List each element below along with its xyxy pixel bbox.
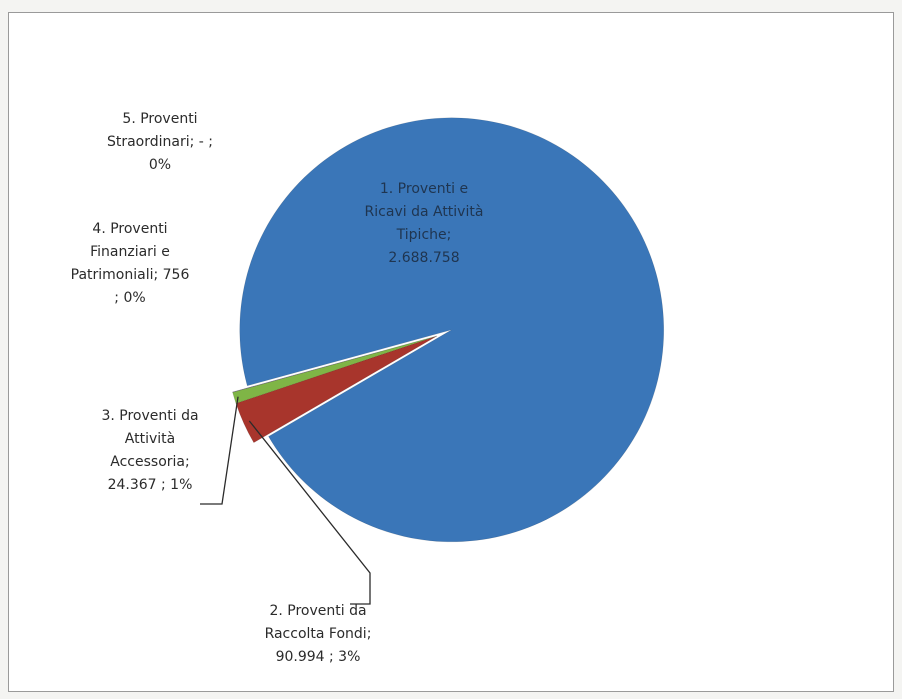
data-label-line: 90.994 ; 3% (276, 649, 361, 665)
data-label-line: 3. Proventi da (101, 408, 198, 424)
data-label-slice-2: 2. Proventi da Raccolta Fondi; 90.994 ; 3% (265, 603, 372, 665)
data-label-slice-5: 5. Proventi Straordinari; - ; 0% (107, 111, 213, 173)
leader-line-slice-2 (248, 420, 371, 605)
data-label-line: 2.688.758 (388, 250, 459, 266)
pie-slices (232, 117, 665, 543)
data-label-line: Ricavi da Attività (365, 204, 484, 220)
pie-slice-1 (239, 117, 665, 543)
data-label-line: 4. Proventi (92, 221, 167, 237)
pie-slice-4 (232, 335, 438, 393)
data-label-line: 24.367 ; 1% (108, 477, 193, 493)
data-label-line: Finanziari e (90, 244, 170, 260)
data-label-line: 5. Proventi (122, 111, 197, 127)
data-label-line: Attività (125, 431, 175, 447)
data-label-line: Tipiche; (396, 227, 452, 243)
data-label-line: Accessoria; (110, 454, 189, 470)
leader-lines (200, 396, 371, 605)
pie-slice-2 (235, 335, 438, 444)
data-label-line: 0% (149, 157, 171, 173)
data-labels: 1. Proventi e Ricavi da Attività Tipiche; 2… (71, 111, 484, 665)
data-label-line: Raccolta Fondi; (265, 626, 372, 642)
data-label-line: Straordinari; - ; (107, 134, 213, 150)
pie-slice-3 (232, 335, 438, 404)
data-label-slice-4: 4. Proventi Finanziari e Patrimoniali; 756… (71, 221, 190, 306)
data-label-line: Patrimoniali; 756 (71, 267, 190, 283)
data-label-slice-3: 3. Proventi da Attività Accessoria; 24.367 … (101, 408, 198, 493)
data-label-slice-1: 1. Proventi e Ricavi da Attività Tipiche; 2… (365, 181, 484, 266)
data-label-line: 1. Proventi e (380, 181, 468, 197)
data-label-line: ; 0% (114, 290, 145, 306)
data-label-line: 2. Proventi da (269, 603, 366, 619)
leader-line-slice-3 (200, 396, 239, 505)
